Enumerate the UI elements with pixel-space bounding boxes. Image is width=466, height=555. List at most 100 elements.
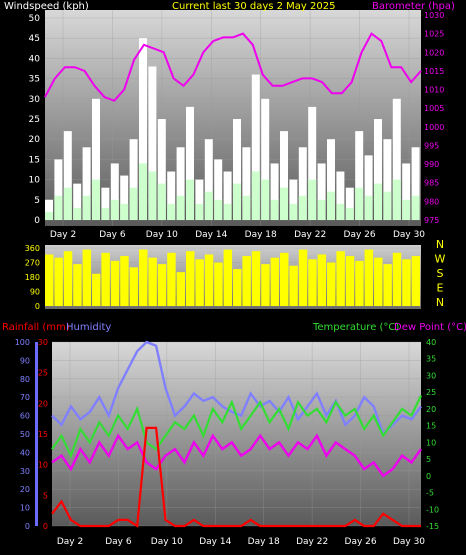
direction-tick: 0 [35,302,40,311]
direction-bar [45,254,54,306]
direction-bar [157,264,167,306]
wind-average-bar [355,187,364,220]
wind-average-bar [280,187,288,220]
wind-average-bar [345,207,354,220]
wind-gust-bar [402,163,411,220]
wind-average-bar [374,183,382,220]
compass-label: N [436,238,444,251]
humidity-axis-label: Humidity [66,322,111,333]
wind-gust-bar [233,119,241,220]
wind-average-bar [148,171,157,220]
wind-gust-bar [308,106,317,220]
direction-bar [204,254,214,306]
direction-bar [101,252,110,306]
wind-gust-bar [139,38,147,221]
temperature-tick: -5 [426,489,434,498]
x-tick: Day 14 [199,537,231,547]
wind-gust-bar [270,163,279,220]
x-tick: Day 18 [245,230,277,240]
wind-gust-bar [167,171,176,220]
wind-average-bar [364,195,373,220]
wind-gust-bar [364,155,373,220]
wind-average-bar [223,203,232,220]
barometer-tick: 1010 [424,86,444,95]
rainfall-tick: 25 [38,369,48,378]
windspeed-tick: 25 [29,115,40,125]
windspeed-tick: 5 [34,196,40,206]
humidity-axis-bar [35,342,38,526]
wind-gust-bar [63,131,72,220]
direction-bar [63,251,73,306]
wind-average-bar [270,199,279,220]
wind-average-bar [383,191,392,220]
wind-average-bar [129,187,138,220]
dew-point-line [51,433,422,478]
humidity-tick: 30 [20,467,30,476]
wind-gust-bar [317,163,326,220]
wind-average-bar [63,187,72,220]
x-tick: Day 10 [151,537,183,547]
wind-gust-bar [336,171,345,220]
humidity-tick: 70 [20,393,30,402]
windspeed-tick: 20 [29,135,41,145]
wind-average-bar [251,171,260,220]
humidity-tick: 0 [25,522,30,531]
direction-ticks: 0 90 180 270 360 [25,244,40,311]
humidity-tick: 50 [20,430,30,439]
wind-gust-bar [186,106,194,220]
temperature-tick: 15 [426,422,436,431]
humidity-tick: 100 [15,338,30,347]
wind-gust-bar [327,139,335,220]
direction-bar [345,256,355,306]
wind-gust-bar [251,74,260,220]
wind-gust-bar [101,187,110,220]
x-tick: Day 6 [99,230,126,240]
direction-bar [233,268,242,306]
direction-bar [82,249,92,306]
wind-average-bar [214,199,223,220]
x-tick: Day 2 [57,537,83,547]
direction-bar [195,259,204,306]
wind-average-bar [167,203,176,220]
direction-bar [139,249,148,306]
direction-bar [308,259,317,306]
wind-gust-bar [92,98,100,220]
wind-average-bar [54,195,63,220]
windspeed-tick: 10 [29,176,41,186]
wind-average-bar [120,203,129,220]
x-tick: Day 18 [248,537,280,547]
temperature-tick: 10 [426,438,436,447]
x-tick: Day 22 [294,230,326,240]
wind-average-bar [308,179,317,220]
x-tick: Day 6 [105,537,132,547]
wind-gust-bar [383,139,392,220]
temperature-ticks: -15 -10 -5 0 5 10 15 20 25 30 35 40 [426,338,439,531]
wind-gust-bar [261,98,270,220]
direction-bar [223,249,233,306]
direction-bar [261,264,270,306]
rainfall-axis-label: Rainfall (mm) [2,322,70,333]
x-tick: Day 30 [393,230,425,240]
wind-average-bar [336,203,345,220]
wind-average-bar [101,207,110,220]
rainfall-tick: 20 [38,399,48,408]
wind-average-bar [327,191,335,220]
barometer-line [44,32,422,102]
temperature-tick: 0 [426,472,431,481]
direction-tick: 270 [25,259,40,268]
humidity-tick: 10 [20,504,30,513]
direction-bar [336,251,345,306]
wind-gust-bar [374,119,382,220]
barometer-tick: 1005 [424,104,444,113]
wind-gust-bar [411,147,420,220]
temperature-tick: 30 [426,371,436,380]
compass-label: N [436,296,444,309]
windspeed-tick: 40 [29,54,41,64]
direction-bar [120,256,129,306]
windspeed-axis-label: Windspeed (kph) [4,1,89,12]
rainfall-line [51,426,421,528]
climate-x-ticks: Day 2 Day 6 Day 10 Day 14 Day 18 Day 22 Day 26… [57,537,425,547]
direction-bar [392,252,402,306]
wind-average-bar [261,179,270,220]
direction-bar [280,252,289,306]
